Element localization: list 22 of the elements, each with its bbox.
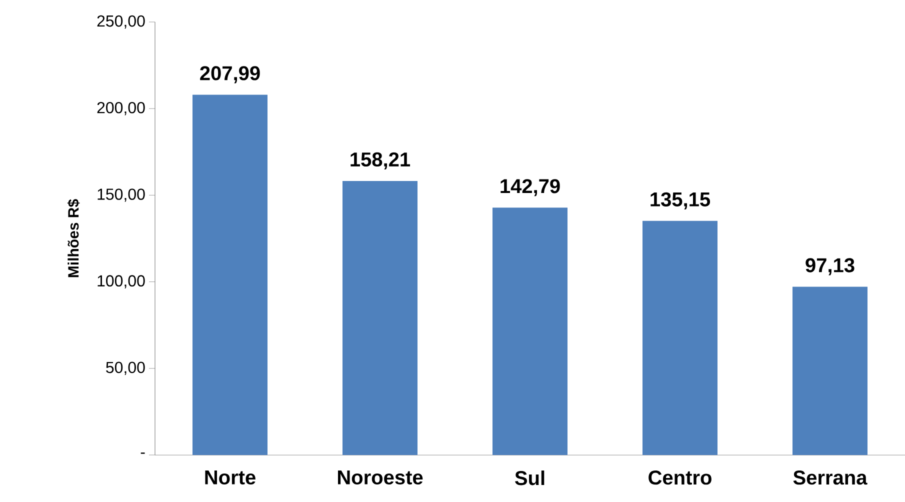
y-tick-label: 100,00 — [98, 275, 145, 288]
y-tick-label: 200,00 — [97, 102, 145, 116]
x-tick-label: Centro — [648, 470, 712, 485]
y-tick-label: 250,00 — [97, 15, 145, 29]
data-label: 142,79 — [500, 179, 560, 196]
bar — [342, 180, 418, 455]
data-label: 207,99 — [200, 66, 260, 84]
bar — [492, 208, 568, 455]
y-tick-label: 150,00 — [98, 188, 145, 202]
x-tick-label: Sul — [515, 470, 544, 486]
data-label: 97,13 — [806, 258, 854, 276]
x-tick-label: Noroeste — [338, 470, 423, 484]
x-tick-label: Serrana — [793, 470, 868, 485]
y-tick-label: - — [140, 452, 145, 454]
y-tick-label: 50,00 — [106, 362, 145, 375]
x-tick-label: Norte — [205, 470, 256, 484]
data-label: 158,21 — [350, 152, 410, 170]
data-label: 135,15 — [650, 192, 710, 210]
bar — [192, 94, 268, 455]
bar — [792, 286, 868, 455]
bar — [642, 220, 718, 455]
y-axis-title: Milhões R$ — [67, 199, 80, 278]
